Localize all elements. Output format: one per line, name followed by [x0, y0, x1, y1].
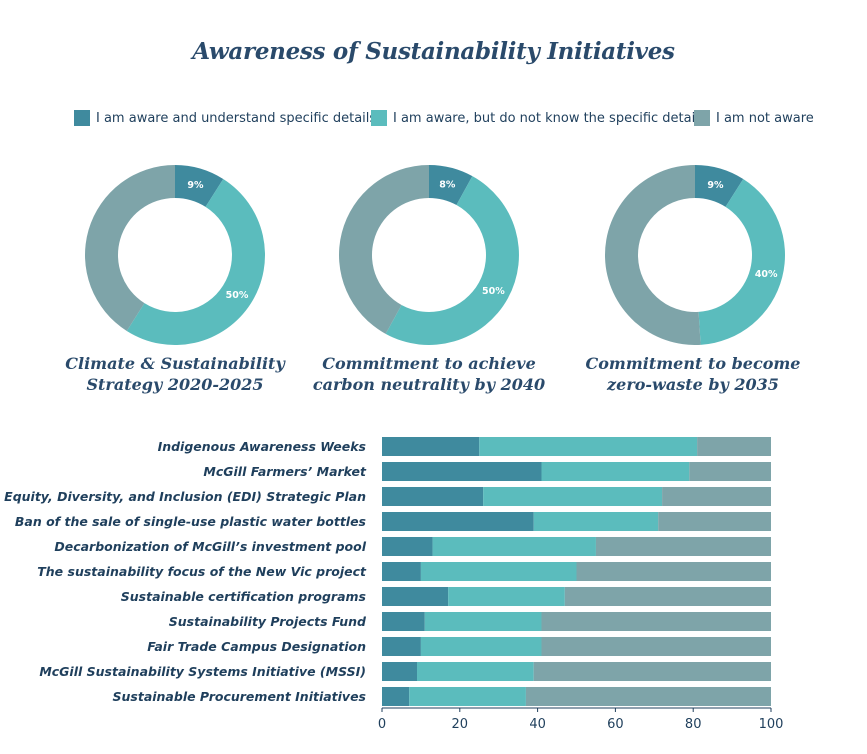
bar-segment-not-aware — [662, 487, 771, 506]
donut-svg-zero-waste: 9% 40% — [604, 165, 785, 345]
x-tick-label: 40 — [529, 717, 546, 732]
donut-slice-aware-details — [175, 165, 224, 207]
bar-segment-aware-no-details — [420, 562, 577, 581]
bar-category-label: McGill Farmers’ Market — [203, 464, 367, 479]
bar-segment-aware-no-details — [424, 612, 542, 631]
bar-segment-aware-no-details — [409, 687, 526, 706]
bar-segment-not-aware — [658, 512, 771, 531]
x-tick-label: 100 — [759, 717, 784, 732]
bar-segment-aware-details — [382, 662, 418, 681]
donut-caption-carbon-neutrality: Commitment to achieve carbon neutrality … — [299, 353, 559, 395]
caption-line: Commitment to achieve — [322, 354, 536, 373]
bar-segment-aware-details — [382, 487, 484, 506]
donut-slice-label: 8% — [439, 179, 456, 190]
bar-category-label: Ban of the sale of single-use plastic wa… — [15, 514, 366, 529]
legend-swatch-aware-no-details — [371, 110, 387, 126]
caption-line: carbon neutrality by 2040 — [312, 375, 546, 394]
legend: I am aware and understand specific detai… — [0, 108, 867, 128]
legend-swatch-not-aware — [694, 110, 710, 126]
donut-slice-not-aware — [604, 165, 701, 345]
bar-segment-not-aware — [564, 587, 771, 606]
bar-category-label: Sustainable Procurement Initiatives — [113, 689, 367, 704]
donut-caption-climate-strategy: Climate & Sustainability Strategy 2020-2… — [45, 353, 305, 395]
bar-segment-not-aware — [525, 687, 771, 706]
stacked-bar-chart: Indigenous Awareness Weeks McGill Farmers… — [0, 425, 867, 750]
bar-segment-aware-no-details — [479, 437, 698, 456]
bar-category-label: McGill Sustainability Systems Initiative… — [39, 664, 366, 679]
bar-segment-not-aware — [541, 637, 771, 656]
bar-category-label: Indigenous Awareness Weeks — [158, 439, 366, 454]
bar-segment-aware-no-details — [541, 462, 690, 481]
donut-slice-aware-details — [429, 165, 473, 206]
bar-segment-not-aware — [533, 662, 771, 681]
bar-category-label: Fair Trade Campus Designation — [147, 639, 366, 654]
legend-item-aware-details: I am aware and understand specific detai… — [74, 108, 376, 128]
bar-segment-aware-details — [382, 587, 449, 606]
bar-segment-aware-no-details — [533, 512, 659, 531]
bar-category-label: The sustainability focus of the New Vic … — [37, 564, 367, 579]
bar-category-label: Sustainability Projects Fund — [169, 614, 367, 629]
donut-chart-carbon-neutrality: 8% 50% — [339, 165, 519, 345]
bar-segment-aware-details — [382, 562, 421, 581]
legend-item-not-aware: I am not aware — [694, 108, 814, 128]
donut-slice-label: 40% — [755, 269, 778, 280]
donut-slice-not-aware — [339, 165, 429, 334]
bar-chart-svg: Indigenous Awareness Weeks McGill Farmers… — [4, 437, 784, 732]
bar-segment-aware-no-details — [417, 662, 534, 681]
caption-line: Climate & Sustainability — [65, 354, 285, 373]
x-tick-label: 0 — [378, 717, 386, 732]
chart-title: Awareness of Sustainability Initiatives — [192, 38, 675, 65]
donut-caption-zero-waste: Commitment to become zero-waste by 2035 — [563, 353, 823, 395]
donut-svg-carbon-neutrality: 8% 50% — [339, 165, 519, 345]
bar-segment-aware-details — [382, 512, 534, 531]
bar-segment-not-aware — [697, 437, 771, 456]
donut-slice-aware-no-details — [126, 179, 265, 345]
x-tick-label: 80 — [685, 717, 702, 732]
bar-segment-not-aware — [595, 537, 771, 556]
bar-segment-aware-no-details — [432, 537, 596, 556]
bar-segment-aware-details — [382, 462, 542, 481]
bar-segment-aware-details — [382, 537, 433, 556]
donut-chart-zero-waste: 9% 40% — [604, 165, 785, 345]
legend-item-aware-no-details: I am aware, but do not know the specific… — [371, 108, 706, 128]
donut-slice-not-aware — [84, 165, 175, 331]
donut-slice-label: 50% — [482, 286, 505, 297]
bar-segment-aware-details — [382, 437, 480, 456]
caption-line: zero-waste by 2035 — [607, 375, 779, 394]
bar-segment-aware-no-details — [420, 637, 542, 656]
legend-label-aware-details: I am aware and understand specific detai… — [96, 110, 377, 126]
bar-segment-not-aware — [541, 612, 771, 631]
bar-segment-aware-details — [382, 612, 425, 631]
donut-slice-aware-no-details — [698, 179, 785, 345]
donut-slice-label: 9% — [707, 180, 724, 191]
legend-label-not-aware: I am not aware — [716, 110, 814, 126]
bar-segment-aware-details — [382, 637, 421, 656]
bar-segment-not-aware — [689, 462, 771, 481]
bar-category-label: Sustainable certification programs — [121, 589, 366, 604]
legend-label-aware-no-details: I am aware, but do not know the specific… — [393, 110, 706, 126]
bar-category-label: Decarbonization of McGill’s investment p… — [54, 539, 366, 554]
bar-category-label: Equity, Diversity, and Inclusion (EDI) S… — [4, 489, 366, 504]
x-tick-label: 60 — [607, 717, 624, 732]
donut-slice-label: 50% — [226, 290, 249, 301]
donut-chart-climate-strategy: 9% 50% — [84, 165, 265, 345]
legend-swatch-aware-details — [74, 110, 90, 126]
donut-svg-climate-strategy: 9% 50% — [84, 165, 265, 345]
bar-segment-aware-no-details — [448, 587, 565, 606]
bar-segment-not-aware — [576, 562, 771, 581]
caption-line: Commitment to become — [585, 354, 801, 373]
donut-slice-aware-no-details — [385, 176, 519, 345]
caption-line: Strategy 2020-2025 — [86, 375, 264, 394]
donut-slice-label: 9% — [187, 180, 204, 191]
donut-slice-aware-details — [695, 165, 744, 207]
bar-segment-aware-no-details — [483, 487, 663, 506]
bar-segment-aware-details — [382, 687, 410, 706]
x-tick-label: 20 — [452, 717, 469, 732]
